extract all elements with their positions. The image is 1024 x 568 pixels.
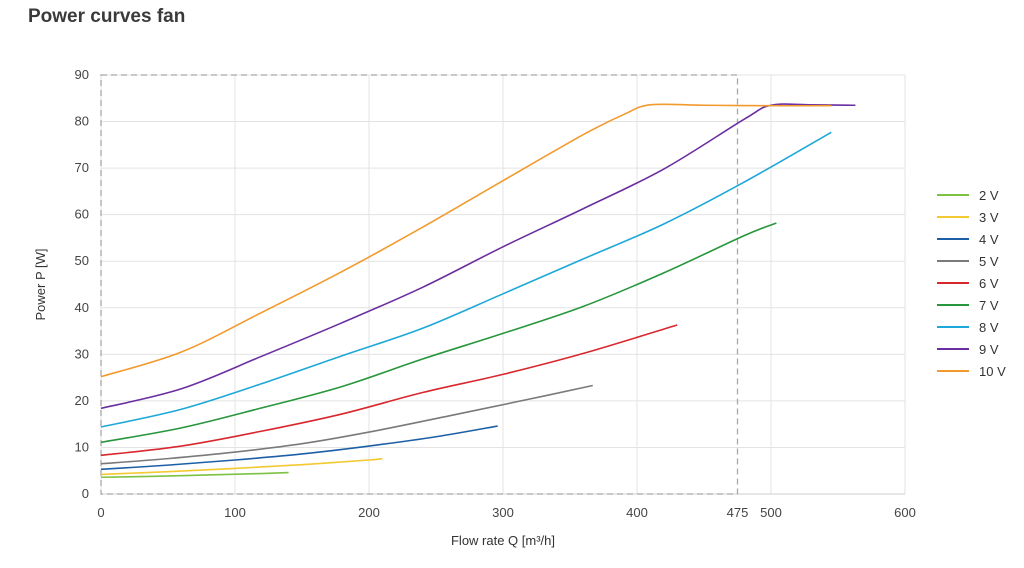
legend-label: 6 V [979,276,999,291]
x-tick-label: 300 [492,505,514,520]
legend: 2 V 3 V 4 V 5 V 6 V 7 V 8 V 9 V 10 V [937,188,1006,379]
x-tick-label: 400 [626,505,648,520]
chart-title: Power curves fan [28,6,186,27]
x-tick-label: 0 [97,505,104,520]
legend-label: 7 V [979,298,999,313]
grid-lines [100,74,906,495]
x-tick-label: 600 [894,505,916,520]
y-tick-labels: 0 10 20 30 40 50 60 70 80 90 [75,67,89,501]
y-tick-label: 90 [75,67,89,82]
y-tick-label: 0 [82,486,89,501]
y-axis-label: Power P [W] [33,248,48,320]
y-tick-label: 40 [75,300,89,315]
legend-label: 8 V [979,320,999,335]
y-tick-label: 30 [75,346,89,361]
y-tick-label: 80 [75,114,89,129]
x-tick-label: 100 [224,505,246,520]
x-tick-label: 200 [358,505,380,520]
x-tick-label: 500 [760,505,782,520]
series-line-4v [100,425,498,471]
series-line-3v [100,457,383,476]
legend-label: 5 V [979,254,999,269]
x-tick-labels: 0 100 200 300 400 475 500 600 [97,505,915,520]
series-line-10v [100,103,832,378]
series-line-9v [100,103,856,410]
x-tick-label: 475 [727,505,749,520]
x-axis-label: Flow rate Q [m³/h] [451,533,555,548]
y-tick-label: 70 [75,160,89,175]
y-tick-label: 60 [75,207,89,222]
legend-label: 3 V [979,210,999,225]
legend-label: 2 V [979,188,999,203]
series-line-8v [100,131,832,428]
marker-box [100,74,739,495]
series-line-6v [100,324,678,457]
y-tick-label: 10 [75,439,89,454]
series-line-5v [100,384,593,465]
legend-label: 10 V [979,364,1006,379]
y-tick-label: 50 [75,253,89,268]
legend-label: 4 V [979,232,999,247]
legend-label: 9 V [979,342,999,357]
series-lines [100,103,856,479]
series-line-7v [100,222,777,444]
series-line-2v [100,471,289,479]
y-tick-label: 20 [75,393,89,408]
marker-rect [100,74,739,495]
